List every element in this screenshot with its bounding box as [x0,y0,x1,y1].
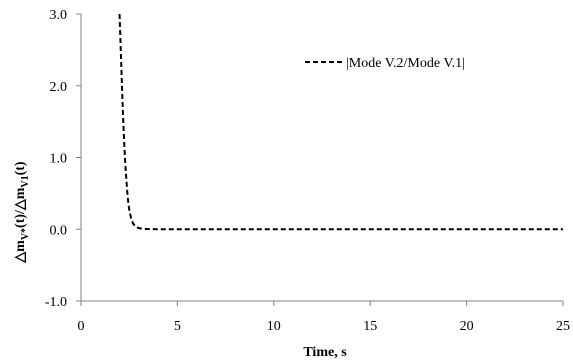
x-tick-label: 15 [363,319,377,334]
x-tick-label: 25 [556,319,570,334]
y-tick-label: 3.0 [50,8,68,23]
y-tick-label: 1.0 [50,152,68,167]
y-axis-label: △mV*(t)/△mV1(t) [13,161,31,264]
x-tick-label: 5 [174,319,181,334]
legend: |Mode V.2/Mode V.1| [305,56,465,71]
plot-area: 0 5 10 15 20 25 -1.0 0.0 1.0 2.0 3.0 [45,8,570,334]
series-line-0 [118,13,563,231]
y-tick-label: -1.0 [45,295,67,310]
legend-label: |Mode V.2/Mode V.1| [346,56,465,71]
y-tick-label: 2.0 [50,80,68,95]
x-ticks: 0 5 10 15 20 25 [78,301,570,334]
x-tick-label: 20 [460,319,474,334]
y-ticks: -1.0 0.0 1.0 2.0 3.0 [45,8,81,310]
y-tick-label: 0.0 [50,223,68,238]
x-tick-label: 0 [78,319,85,334]
x-tick-label: 10 [267,319,281,334]
series-group [118,13,563,231]
x-axis-label: Time, s [303,345,347,360]
